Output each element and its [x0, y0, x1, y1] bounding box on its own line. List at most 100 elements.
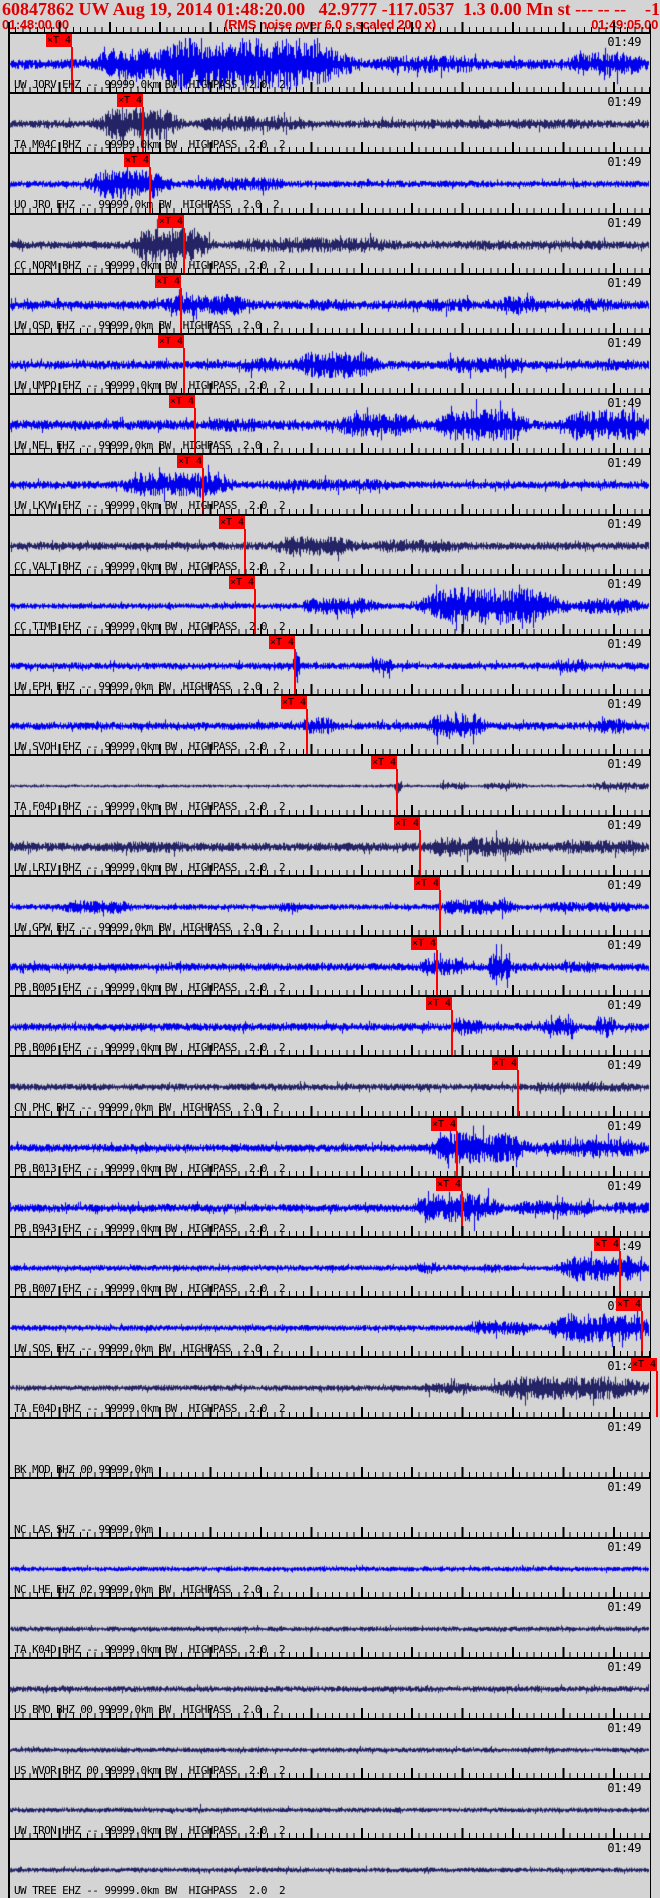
pick-flag[interactable]: ×T 4	[177, 455, 203, 469]
minute-tick-label: 01:49	[607, 456, 641, 471]
pick-flag[interactable]: ×T 4	[158, 214, 184, 228]
pick-line	[180, 287, 182, 334]
pick-line	[71, 47, 73, 93]
minor-ticks	[8, 809, 651, 815]
minute-tick-label: 01:49	[607, 1540, 641, 1554]
pick-line	[656, 1371, 658, 1418]
minor-ticks	[8, 388, 651, 394]
minute-tick-label: 01:49	[607, 1178, 641, 1193]
minor-ticks	[8, 930, 651, 935]
minor-ticks	[8, 87, 651, 93]
pick-flag[interactable]: ×T 4	[169, 395, 195, 409]
minute-tick-label: 01:49	[607, 516, 641, 531]
pick-flag[interactable]: ×T 4	[631, 1358, 657, 1372]
pick-flag[interactable]: ×T 4	[594, 1238, 620, 1251]
pick-flag[interactable]: ×T 4	[371, 756, 397, 770]
pick-line	[294, 649, 296, 695]
pick-flag[interactable]: ×T 4	[219, 515, 245, 529]
minor-ticks	[8, 1772, 651, 1778]
minute-tick-label: 01:49	[607, 1600, 641, 1615]
pick-line	[194, 408, 196, 455]
minute-tick-label: 01:49	[607, 1058, 641, 1073]
pick-line	[396, 769, 398, 816]
pick-flag[interactable]: ×T 4	[616, 1298, 642, 1312]
minor-ticks	[8, 448, 651, 454]
trace-row[interactable]: 01:49 UW TREE EHZ -- 99999.0km BW HIGHPA…	[8, 1828, 651, 1898]
minute-tick-label: 01:49	[607, 697, 641, 712]
event-header: 60847862 UW Aug 19, 2014 01:48:20.00 42.…	[0, 0, 660, 19]
minor-ticks	[8, 689, 651, 695]
minor-ticks	[8, 1471, 651, 1477]
minor-ticks	[8, 1712, 651, 1718]
minor-ticks	[8, 1592, 651, 1598]
trace-label: UW TREE EHZ -- 99999.0km BW HIGHPASS 2.0…	[14, 1884, 286, 1897]
minute-tick-label: 01:49	[607, 817, 641, 832]
pick-flag[interactable]: ×T 4	[436, 1177, 462, 1191]
minor-ticks	[8, 207, 651, 213]
pick-flag[interactable]: ×T 4	[426, 997, 452, 1011]
pick-line	[419, 829, 421, 876]
minor-ticks	[8, 1351, 651, 1357]
pick-line	[202, 468, 204, 515]
pick-line	[244, 528, 246, 575]
minute-tick-label: 01:49	[607, 1419, 641, 1434]
minute-tick-label: 01:49	[607, 1118, 641, 1133]
pick-flag[interactable]: ×T 4	[117, 94, 143, 108]
minor-ticks	[8, 328, 651, 333]
pick-line	[517, 1070, 519, 1117]
minor-ticks	[8, 147, 651, 153]
minor-ticks	[8, 508, 651, 514]
minute-tick-label: 01:49	[607, 35, 641, 49]
minor-ticks	[8, 1170, 651, 1176]
minute-tick-label: 01:49	[607, 215, 641, 230]
pick-flag[interactable]: ×T 4	[431, 1117, 457, 1131]
pick-line	[149, 167, 151, 214]
minute-tick-label: 01:49	[607, 95, 641, 110]
minor-ticks	[8, 1291, 651, 1297]
pick-flag[interactable]: ×T 4	[269, 636, 295, 649]
pick-flag[interactable]: ×T 4	[46, 34, 72, 47]
minute-tick-label: 01:49	[607, 877, 641, 892]
minor-ticks	[8, 749, 651, 755]
minor-ticks	[8, 267, 651, 273]
minor-ticks	[8, 1231, 651, 1236]
minute-tick-label: 01:49	[607, 998, 641, 1013]
minute-tick-label: 01:49	[607, 1720, 641, 1735]
pick-line	[254, 588, 256, 635]
minute-tick-label: 01:49	[607, 1841, 641, 1855]
minor-ticks	[8, 568, 651, 574]
pick-line	[641, 1311, 643, 1358]
minute-tick-label: 01:49	[607, 576, 641, 591]
pick-flag[interactable]: ×T 4	[229, 575, 255, 589]
pick-flag[interactable]: ×T 4	[411, 937, 437, 950]
pick-line	[451, 1010, 453, 1057]
minor-ticks	[8, 1110, 651, 1116]
minor-ticks	[8, 990, 651, 996]
pick-flag[interactable]: ×T 4	[414, 876, 440, 890]
pick-flag[interactable]: ×T 4	[124, 154, 150, 168]
pick-line	[619, 1251, 621, 1297]
pick-flag[interactable]: ×T 4	[281, 696, 307, 710]
waveform[interactable]	[8, 1838, 651, 1898]
minute-tick-label: 01:49	[607, 336, 641, 350]
pick-flag[interactable]: ×T 4	[158, 335, 184, 348]
pick-line	[142, 107, 144, 154]
minor-ticks	[8, 1411, 651, 1417]
pick-line	[306, 709, 308, 756]
minor-ticks	[8, 629, 651, 634]
pick-flag[interactable]: ×T 4	[155, 274, 181, 288]
pick-line	[439, 889, 441, 936]
pick-flag[interactable]: ×T 4	[394, 816, 420, 830]
minute-tick-label: 01:49	[607, 155, 641, 170]
minor-ticks	[8, 27, 651, 32]
minute-tick-label: 01:49	[607, 938, 641, 952]
minor-ticks	[8, 1652, 651, 1658]
pick-flag[interactable]: ×T 4	[492, 1057, 518, 1071]
minute-tick-label: 01:49	[607, 396, 641, 411]
minor-ticks	[8, 1532, 651, 1537]
minute-tick-label: 01:49	[607, 637, 641, 651]
event-flag-value: -1	[645, 0, 660, 19]
minute-tick-label: 01:49	[607, 1660, 641, 1675]
